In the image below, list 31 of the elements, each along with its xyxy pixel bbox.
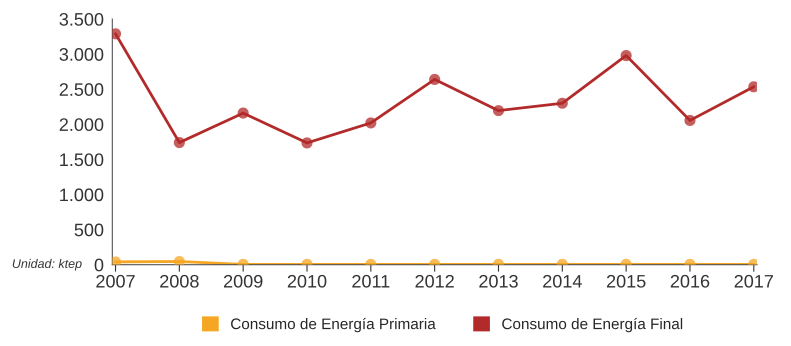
point <box>365 117 376 128</box>
point <box>174 137 185 148</box>
x-tick-label: 2011 <box>352 274 390 288</box>
x-tick-label: 2017 <box>734 274 773 288</box>
x-tick-label: 2008 <box>160 274 199 288</box>
y-tick-label: 3.500 <box>60 12 104 26</box>
x-tick-label: 2009 <box>224 274 262 288</box>
y-tick-label: 0 <box>94 258 104 272</box>
y-tick-label: 500 <box>74 224 104 236</box>
legend-label: Consumo de Energía Primaria <box>231 318 436 332</box>
point <box>556 98 568 109</box>
y-tick-label: 1.000 <box>60 188 104 202</box>
legend-label: Consumo de Energía Final <box>502 318 682 332</box>
x-tick-label: 2012 <box>415 274 454 288</box>
text: Unidad: ktep <box>12 258 82 271</box>
x-tick-label: 2014 <box>543 274 582 288</box>
x-tick-label: 2013 <box>479 274 518 288</box>
point <box>429 74 440 85</box>
point <box>238 108 249 119</box>
y-tick-label: 1.500 <box>60 153 104 166</box>
point <box>684 114 696 126</box>
point <box>301 137 313 148</box>
x-tick-label: 2016 <box>670 274 710 288</box>
y-tick-label: 2.500 <box>60 83 104 96</box>
point <box>620 50 632 62</box>
point <box>492 105 504 116</box>
y-tick-label: 3.000 <box>60 48 104 61</box>
x-tick-label: 2010 <box>288 274 326 288</box>
x-tick-label: 2015 <box>606 274 646 288</box>
y-tick-label: 2.000 <box>60 118 104 132</box>
x-tick-label: 2007 <box>96 274 135 288</box>
